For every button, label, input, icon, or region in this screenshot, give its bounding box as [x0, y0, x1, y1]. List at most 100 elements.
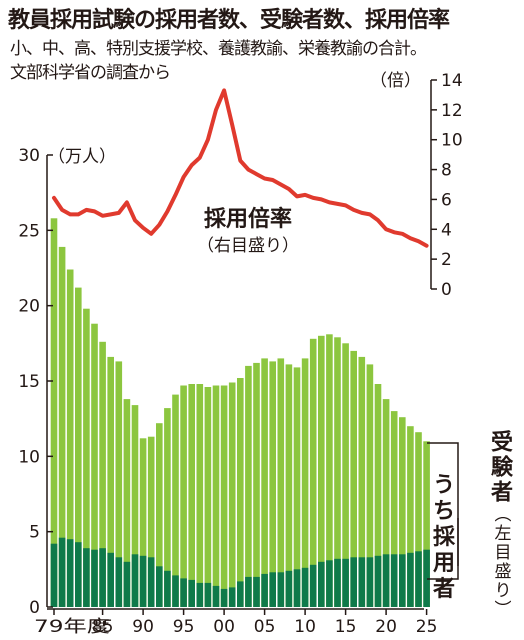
hired-bar: [326, 560, 333, 607]
applicants-bar: [245, 365, 252, 607]
applicants-bar: [50, 218, 58, 608]
applicants-bar: [399, 417, 406, 607]
applicants-bar: [212, 385, 220, 607]
hired-bar: [83, 548, 90, 607]
hired-bar: [301, 567, 309, 607]
applicants-bar: [301, 358, 309, 607]
hired-bar: [188, 579, 195, 607]
right-axis-tick-label: 4: [441, 220, 452, 240]
svg-text:用: 用: [433, 551, 455, 576]
applicants-bar: [269, 361, 276, 607]
applicants-bar: [390, 411, 398, 607]
hired-bar: [91, 549, 98, 607]
left-axis-tick-label: 25: [18, 221, 40, 241]
hired-bar: [180, 578, 187, 607]
hired-bar: [99, 548, 106, 607]
x-axis-tick-label: 90: [132, 617, 154, 637]
hired-bar: [212, 585, 220, 607]
hired-bar: [156, 566, 163, 607]
svg-text:ち: ち: [433, 499, 455, 524]
right-axis-tick-label: 2: [441, 250, 452, 270]
right-axis-tick-label: 0: [441, 280, 452, 300]
svg-text:者: 者: [490, 480, 513, 505]
ratio-line: [52, 88, 429, 248]
right-axis-tick-label: 6: [441, 190, 452, 210]
x-axis-tick-label: 10: [294, 617, 316, 637]
hired-bar: [237, 581, 244, 607]
hired-bar: [269, 572, 276, 607]
svg-text:盛: 盛: [495, 562, 512, 582]
applicants-bar: [318, 335, 325, 607]
hired-bar: [66, 539, 74, 607]
hired-bar: [309, 564, 317, 607]
applicants-bar: [123, 399, 131, 607]
left-axis-tick-label: 0: [29, 598, 40, 618]
x-axis-tick-label: 95: [173, 617, 195, 637]
subtitle-line-2: 文部科学省の調査から: [10, 63, 171, 83]
x-axis-tick-label: 20: [375, 617, 397, 637]
x-axis-tick-label: 00: [213, 617, 235, 637]
applicants-bar: [277, 358, 285, 607]
hired-bar: [58, 537, 66, 607]
applicants-bar: [156, 423, 163, 607]
hired-bar: [415, 551, 422, 607]
hired-bar: [342, 558, 349, 607]
svg-text:︶: ︶: [495, 600, 512, 620]
right-axis-tick-label: 12: [441, 101, 463, 121]
applicants-bar: [220, 385, 228, 607]
left-axis-tick-label: 30: [18, 146, 40, 166]
hired-bar: [204, 582, 212, 607]
applicants-bar: [164, 408, 171, 607]
left-axis-tick-label: 10: [18, 447, 40, 467]
hired-bar: [107, 552, 114, 607]
page-title: 教員採用試験の採用者数、受験者数、採用倍率: [8, 8, 450, 33]
applicants-bar: [342, 343, 349, 607]
hired-bar: [350, 557, 357, 607]
right-axis-tick-label: 8: [441, 161, 452, 181]
hired-bar: [277, 572, 285, 607]
applicants-bar: [115, 361, 123, 607]
applicants-label: 受験者: [490, 429, 514, 505]
applicants-bar: [285, 364, 293, 607]
svg-text:目: 目: [495, 543, 512, 563]
applicants-bar: [172, 394, 179, 607]
applicants-bar: [261, 358, 268, 607]
applicants-bar: [139, 438, 147, 607]
left-axis-unit-label: （万人）: [48, 147, 116, 167]
hired-bar: [75, 542, 82, 607]
hired-bar: [285, 570, 293, 607]
hired-bar: [334, 558, 341, 607]
hired-bar: [382, 554, 390, 607]
hired-bar: [399, 554, 406, 607]
right-axis-tick-label: 10: [441, 131, 463, 151]
hired-bar: [245, 576, 252, 607]
hired-bracket: [427, 518, 459, 580]
ratio-label: 採用倍率: [204, 206, 292, 232]
hired-bar: [318, 561, 325, 607]
svg-text:験: 験: [491, 455, 514, 480]
x-axis-tick-label: 15: [335, 617, 357, 637]
applicants-bar: [66, 269, 74, 607]
hired-bar: [147, 557, 155, 607]
applicants-bar: [196, 384, 204, 607]
svg-text:受: 受: [491, 429, 513, 455]
ratio-note-label: （右目盛り）: [197, 236, 299, 256]
x-axis-tick-label: 05: [254, 617, 276, 637]
left-axis-tick-label: 5: [29, 523, 40, 543]
applicants-bar: [107, 356, 114, 607]
applicants-bar: [423, 441, 430, 607]
hired-bar: [139, 555, 147, 607]
hired-bar: [228, 587, 236, 607]
hired-bar: [358, 557, 366, 607]
applicants-bar: [237, 378, 244, 607]
applicants-bar: [228, 382, 236, 607]
applicants-bar: [188, 384, 195, 607]
applicants-bar: [326, 334, 333, 607]
applicants-bar: [334, 337, 341, 607]
hired-bar: [196, 582, 204, 607]
svg-text:り: り: [495, 581, 512, 601]
x-axis-tick-label: 85: [92, 617, 114, 637]
applicants-bar: [253, 362, 260, 607]
